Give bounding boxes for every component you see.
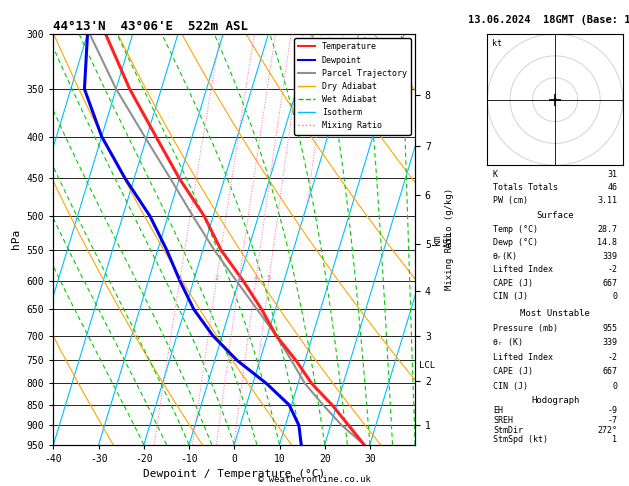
Text: PW (cm): PW (cm)	[493, 195, 528, 205]
Text: 28.7: 28.7	[598, 225, 617, 234]
Text: 955: 955	[603, 324, 617, 332]
Text: Dewp (°C): Dewp (°C)	[493, 238, 538, 247]
Y-axis label: km
ASL: km ASL	[432, 230, 454, 248]
Text: θᵣ(K): θᵣ(K)	[493, 252, 518, 261]
Text: 0: 0	[612, 293, 617, 301]
Text: 1: 1	[612, 435, 617, 444]
Text: K: K	[493, 170, 498, 179]
X-axis label: Dewpoint / Temperature (°C): Dewpoint / Temperature (°C)	[143, 469, 325, 479]
Text: Lifted Index: Lifted Index	[493, 265, 553, 275]
Text: 339: 339	[603, 338, 617, 347]
Text: 4: 4	[253, 275, 258, 281]
Text: SREH: SREH	[493, 416, 513, 425]
Text: Surface: Surface	[537, 211, 574, 220]
Text: 44°13'N  43°06'E  522m ASL: 44°13'N 43°06'E 522m ASL	[53, 20, 248, 33]
Text: 5: 5	[267, 275, 271, 281]
Text: Lifted Index: Lifted Index	[493, 353, 553, 362]
Text: EH: EH	[493, 406, 503, 415]
Text: θᵣ (K): θᵣ (K)	[493, 338, 523, 347]
Text: 1: 1	[177, 275, 182, 281]
Text: kt: kt	[491, 39, 501, 48]
Text: Most Unstable: Most Unstable	[520, 309, 590, 318]
Text: 3: 3	[237, 275, 241, 281]
Text: 3.11: 3.11	[598, 195, 617, 205]
Text: 272°: 272°	[598, 426, 617, 434]
Y-axis label: hPa: hPa	[11, 229, 21, 249]
Text: Temp (°C): Temp (°C)	[493, 225, 538, 234]
Text: Totals Totals: Totals Totals	[493, 183, 558, 191]
Text: StmDir: StmDir	[493, 426, 523, 434]
Text: © weatheronline.co.uk: © weatheronline.co.uk	[258, 474, 371, 484]
Text: 2: 2	[214, 275, 218, 281]
Text: CIN (J): CIN (J)	[493, 293, 528, 301]
Text: 339: 339	[603, 252, 617, 261]
Text: -9: -9	[608, 406, 617, 415]
Text: 667: 667	[603, 279, 617, 288]
Text: Mixing Ratio (g/kg): Mixing Ratio (g/kg)	[445, 188, 454, 291]
Text: 31: 31	[608, 170, 617, 179]
Text: 14.8: 14.8	[598, 238, 617, 247]
Text: 46: 46	[608, 183, 617, 191]
Text: Pressure (mb): Pressure (mb)	[493, 324, 558, 332]
Legend: Temperature, Dewpoint, Parcel Trajectory, Dry Adiabat, Wet Adiabat, Isotherm, Mi: Temperature, Dewpoint, Parcel Trajectory…	[294, 38, 411, 135]
Text: 0: 0	[612, 382, 617, 391]
Text: CIN (J): CIN (J)	[493, 382, 528, 391]
Text: Hodograph: Hodograph	[531, 397, 579, 405]
Text: -7: -7	[608, 416, 617, 425]
Text: 667: 667	[603, 367, 617, 376]
Text: -2: -2	[608, 265, 617, 275]
Text: CAPE (J): CAPE (J)	[493, 279, 533, 288]
Text: LCL: LCL	[420, 361, 435, 370]
Text: 13.06.2024  18GMT (Base: 18): 13.06.2024 18GMT (Base: 18)	[467, 15, 629, 25]
Text: CAPE (J): CAPE (J)	[493, 367, 533, 376]
Text: -2: -2	[608, 353, 617, 362]
Text: StmSpd (kt): StmSpd (kt)	[493, 435, 548, 444]
